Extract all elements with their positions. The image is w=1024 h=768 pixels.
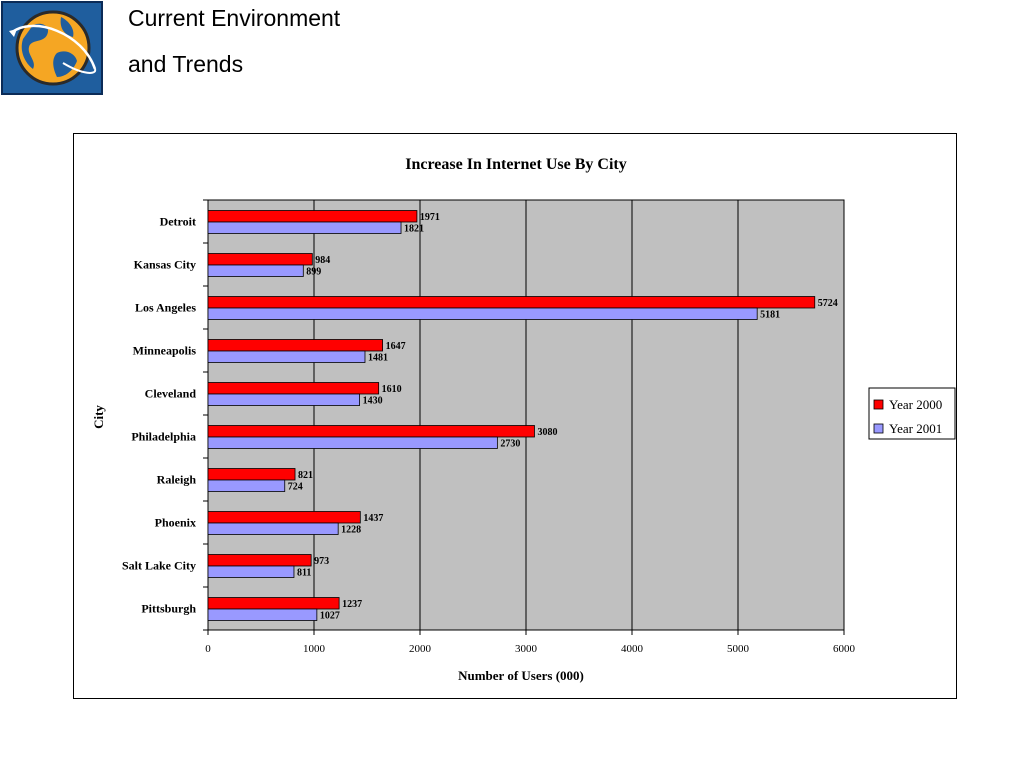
data-label: 5181 [760, 310, 780, 321]
bar-2001 [207, 565, 295, 578]
data-label: 1228 [341, 525, 361, 536]
bar-2000 [207, 210, 418, 223]
bar-2000 [207, 511, 361, 524]
data-label: 2730 [500, 439, 520, 450]
category-label: Minneapolis [133, 344, 197, 358]
data-label: 899 [306, 267, 321, 278]
data-label: 3080 [537, 427, 557, 438]
bar-2001 [207, 479, 286, 492]
bar-2001 [207, 393, 360, 406]
bar-2001 [207, 522, 339, 535]
x-tick-label: 6000 [833, 643, 856, 655]
legend-label: Year 2000 [889, 397, 942, 412]
bar-2001 [207, 350, 366, 363]
legend-label: Year 2001 [889, 421, 942, 436]
category-label: Salt Lake City [122, 559, 196, 573]
bar-2001 [207, 264, 304, 277]
bar-2001 [207, 436, 498, 449]
slide-title-line2: and Trends [128, 51, 244, 77]
data-label: 1027 [320, 611, 340, 622]
x-tick-label: 2000 [409, 643, 432, 655]
category-label: Detroit [160, 215, 196, 229]
chart-title: Increase In Internet Use By City [405, 156, 626, 173]
data-label: 1647 [386, 341, 406, 352]
bar-2000 [207, 253, 313, 266]
data-label: 1437 [363, 513, 383, 524]
globe-icon [9, 10, 97, 86]
data-label: 973 [314, 556, 329, 567]
data-label: 1821 [404, 224, 424, 235]
bar-2000 [207, 296, 816, 309]
data-label: 811 [297, 568, 311, 579]
category-label: Philadelphia [131, 430, 196, 444]
data-label: 1430 [363, 396, 383, 407]
x-tick-label: 3000 [515, 643, 538, 655]
bar-2000 [207, 554, 312, 567]
bar-2001 [207, 221, 402, 234]
category-label: Cleveland [145, 387, 197, 401]
chart-frame: Increase In Internet Use By City 0 1000 200… [73, 133, 957, 699]
category-label: Los Angeles [135, 301, 196, 315]
data-label: 1481 [368, 353, 388, 364]
legend-swatch [873, 399, 884, 410]
slide-title-line1: Current Environment [128, 5, 341, 31]
data-label: 1971 [420, 212, 440, 223]
x-axis-label: Number of Users (000) [458, 668, 584, 683]
bar-2000 [207, 468, 296, 481]
category-label: Kansas City [134, 258, 196, 272]
logo [1, 1, 103, 95]
data-label: 821 [298, 470, 313, 481]
legend-swatch [873, 423, 884, 434]
x-tick-label: 1000 [303, 643, 326, 655]
data-label: 1237 [342, 599, 362, 610]
category-label: Pittsburgh [141, 602, 196, 616]
data-label: 5724 [818, 298, 838, 309]
category-label: Phoenix [155, 516, 196, 530]
bar-2000 [207, 339, 383, 352]
bar-chart: Increase In Internet Use By City 0 1000 200… [91, 156, 956, 683]
x-tick-label: 4000 [621, 643, 644, 655]
x-tick-label: 5000 [727, 643, 750, 655]
bar-2001 [207, 608, 318, 621]
bar-2000 [207, 382, 380, 395]
data-label: 984 [315, 255, 330, 266]
x-tick-label: 0 [205, 643, 211, 655]
data-label: 724 [288, 482, 303, 493]
bar-2000 [207, 597, 340, 610]
y-axis-label: City [91, 405, 106, 429]
category-label: Raleigh [157, 473, 197, 487]
data-label: 1610 [382, 384, 402, 395]
bar-2000 [207, 425, 535, 438]
bar-2001 [207, 307, 758, 320]
